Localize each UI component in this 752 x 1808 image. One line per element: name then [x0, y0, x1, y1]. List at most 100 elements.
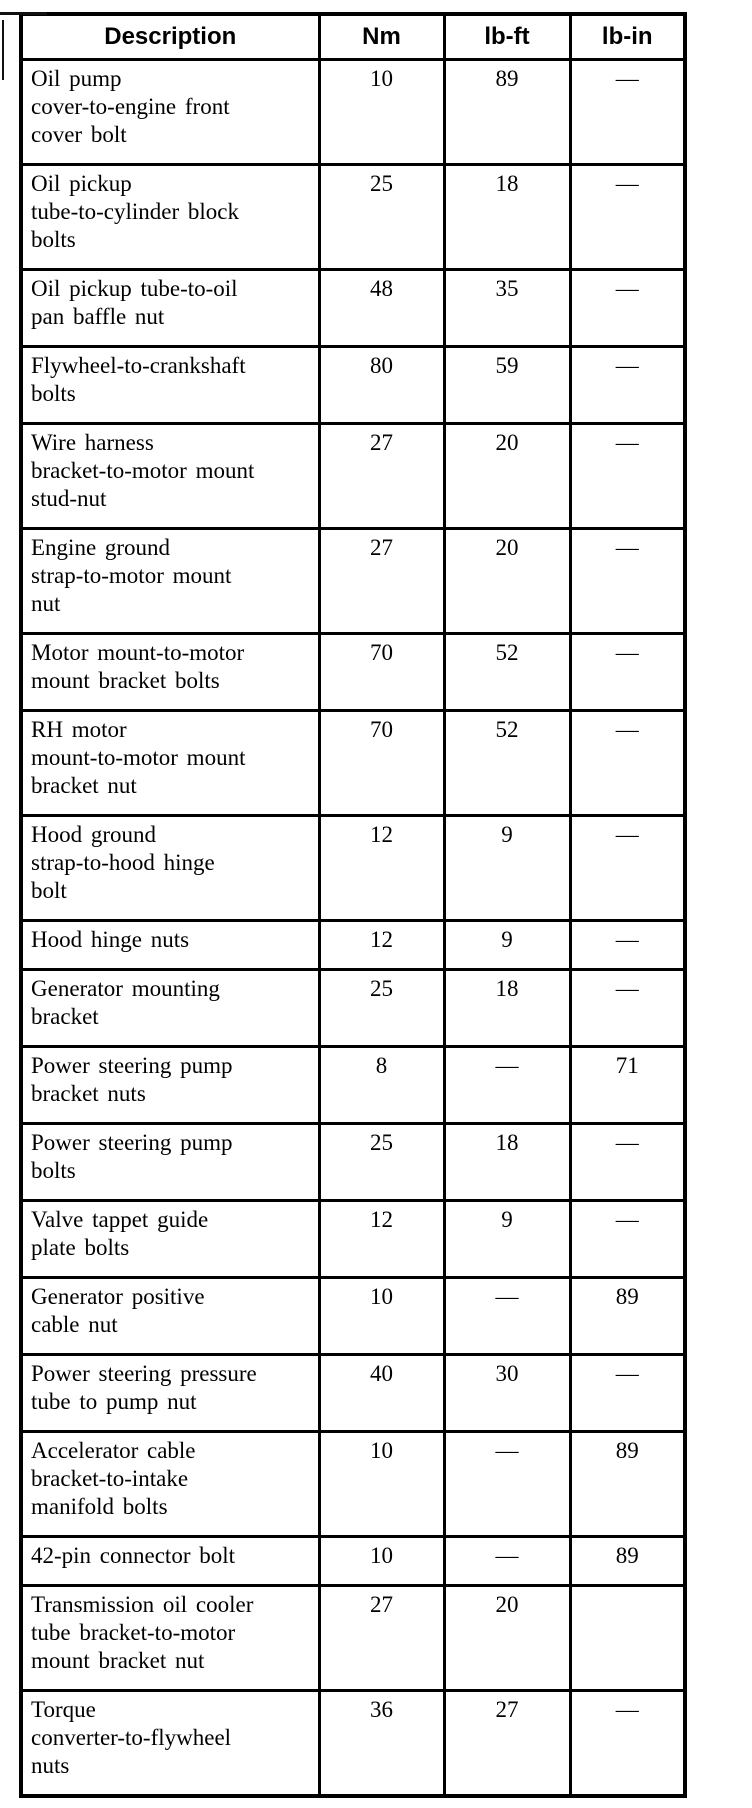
lb-ft-cell: 18 [442, 163, 572, 271]
header-row: Description Nm lb-ft lb-in [19, 12, 687, 61]
lb-ft-cell: 18 [442, 968, 572, 1048]
lb-in-cell: — [568, 709, 687, 817]
lb-ft-cell: 35 [442, 268, 572, 348]
lb-ft-cell: 20 [442, 1584, 572, 1692]
lb-in-cell: — [568, 919, 687, 971]
lb-in-cell: — [568, 968, 687, 1048]
table-row: Hood ground strap-to-hood hinge bolt 12 9— [19, 814, 687, 922]
nm-cell: 80 [317, 345, 446, 425]
nm-cell: 48 [317, 268, 446, 348]
description-cell: Motor mount-to-motor mount bracket bolts [19, 632, 321, 712]
description-cell: Oil pickup tube-to-cylinder block bolts [19, 163, 321, 271]
nm-cell: 10 [317, 1430, 446, 1538]
table-row: Valve tappet guide plate bolts 12 9— [19, 1199, 687, 1279]
table-row: Oil pickup tube-to-oil pan baffle nut 48 3… [19, 268, 687, 348]
description-cell: Valve tappet guide plate bolts [19, 1199, 321, 1279]
description-cell: Power steering pressure tube to pump nut [19, 1353, 321, 1433]
nm-cell: 10 [317, 1535, 446, 1587]
table-row: Torque converter-to-flywheel nuts 36 27— [19, 1689, 687, 1798]
description-cell: Power steering pump bracket nuts [19, 1045, 321, 1125]
lb-in-cell [568, 1584, 687, 1692]
nm-cell: 12 [317, 814, 446, 922]
table-row: Engine ground strap-to-motor mount nut 27… [19, 527, 687, 635]
nm-cell: 10 [317, 1276, 446, 1356]
table-row: Wire harness bracket-to-motor mount stud… [19, 422, 687, 530]
lb-in-cell: 89 [568, 1535, 687, 1587]
col-header-lb-ft: lb-ft [442, 12, 572, 61]
table-row: Oil pump cover-to-engine front cover bol… [19, 58, 687, 166]
description-cell: Generator positive cable nut [19, 1276, 321, 1356]
table-row: Hood hinge nuts 12 9— [19, 919, 687, 971]
nm-cell: 70 [317, 632, 446, 712]
nm-cell: 12 [317, 1199, 446, 1279]
description-cell: Flywheel-to-crankshaft bolts [19, 345, 321, 425]
lb-ft-cell: 9 [442, 919, 572, 971]
nm-cell: 8 [317, 1045, 446, 1125]
nm-cell: 12 [317, 919, 446, 971]
table-row: Transmission oil cooler tube bracket-to-… [19, 1584, 687, 1692]
lb-in-cell: — [568, 1122, 687, 1202]
lb-ft-cell: — [442, 1430, 572, 1538]
lb-in-cell: — [568, 1353, 687, 1433]
lb-ft-cell: 20 [442, 422, 572, 530]
description-cell: Power steering pump bolts [19, 1122, 321, 1202]
nm-cell: 25 [317, 1122, 446, 1202]
table-row: Flywheel-to-crankshaft bolts 80 59— [19, 345, 687, 425]
lb-in-cell: — [568, 422, 687, 530]
lb-in-cell: — [568, 1199, 687, 1279]
table-body: Oil pump cover-to-engine front cover bol… [19, 58, 687, 1798]
description-cell: Hood hinge nuts [19, 919, 321, 971]
description-cell: Oil pump cover-to-engine front cover bol… [19, 58, 321, 166]
lb-ft-cell: 59 [442, 345, 572, 425]
lb-in-cell: 71 [568, 1045, 687, 1125]
table-row: 42-pin connector bolt 10—89 [19, 1535, 687, 1587]
lb-ft-cell: 20 [442, 527, 572, 635]
description-cell: Torque converter-to-flywheel nuts [19, 1689, 321, 1798]
description-cell: 42-pin connector bolt [19, 1535, 321, 1587]
lb-in-cell: 89 [568, 1276, 687, 1356]
nm-cell: 70 [317, 709, 446, 817]
nm-cell: 25 [317, 163, 446, 271]
description-cell: Generator mounting bracket [19, 968, 321, 1048]
scan-artifact-left-edge [2, 20, 4, 80]
col-header-lb-in: lb-in [568, 12, 687, 61]
scanned-page: { "table": { "headers": ["Description", … [0, 12, 752, 1808]
lb-in-cell: — [568, 1689, 687, 1798]
lb-ft-cell: 9 [442, 814, 572, 922]
lb-ft-cell: 9 [442, 1199, 572, 1279]
lb-ft-cell: — [442, 1276, 572, 1356]
lb-ft-cell: 30 [442, 1353, 572, 1433]
lb-in-cell: — [568, 268, 687, 348]
nm-cell: 40 [317, 1353, 446, 1433]
lb-ft-cell: 27 [442, 1689, 572, 1798]
lb-ft-cell: — [442, 1045, 572, 1125]
torque-spec-table: Description Nm lb-ft lb-in Oil pump cove… [19, 12, 687, 1798]
table-row: Generator positive cable nut 10—89 [19, 1276, 687, 1356]
description-cell: Transmission oil cooler tube bracket-to-… [19, 1584, 321, 1692]
table-row: RH motor mount-to-motor mount bracket nu… [19, 709, 687, 817]
nm-cell: 27 [317, 1584, 446, 1692]
lb-ft-cell: 52 [442, 632, 572, 712]
table-row: Power steering pump bracket nuts 8—71 [19, 1045, 687, 1125]
lb-ft-cell: 18 [442, 1122, 572, 1202]
col-header-nm: Nm [317, 12, 446, 61]
description-cell: Oil pickup tube-to-oil pan baffle nut [19, 268, 321, 348]
nm-cell: 36 [317, 1689, 446, 1798]
table-row: Generator mounting bracket 25 18— [19, 968, 687, 1048]
lb-ft-cell: 52 [442, 709, 572, 817]
nm-cell: 27 [317, 422, 446, 530]
description-cell: Engine ground strap-to-motor mount nut [19, 527, 321, 635]
lb-in-cell: 89 [568, 1430, 687, 1538]
table-row: Accelerator cable bracket-to-intake mani… [19, 1430, 687, 1538]
lb-in-cell: — [568, 58, 687, 166]
description-cell: Accelerator cable bracket-to-intake mani… [19, 1430, 321, 1538]
table-row: Motor mount-to-motor mount bracket bolts… [19, 632, 687, 712]
lb-in-cell: — [568, 163, 687, 271]
col-header-description: Description [19, 12, 321, 61]
description-cell: Hood ground strap-to-hood hinge bolt [19, 814, 321, 922]
description-cell: RH motor mount-to-motor mount bracket nu… [19, 709, 321, 817]
nm-cell: 27 [317, 527, 446, 635]
table-row: Power steering pump bolts 25 18— [19, 1122, 687, 1202]
lb-in-cell: — [568, 814, 687, 922]
lb-ft-cell: 89 [442, 58, 572, 166]
